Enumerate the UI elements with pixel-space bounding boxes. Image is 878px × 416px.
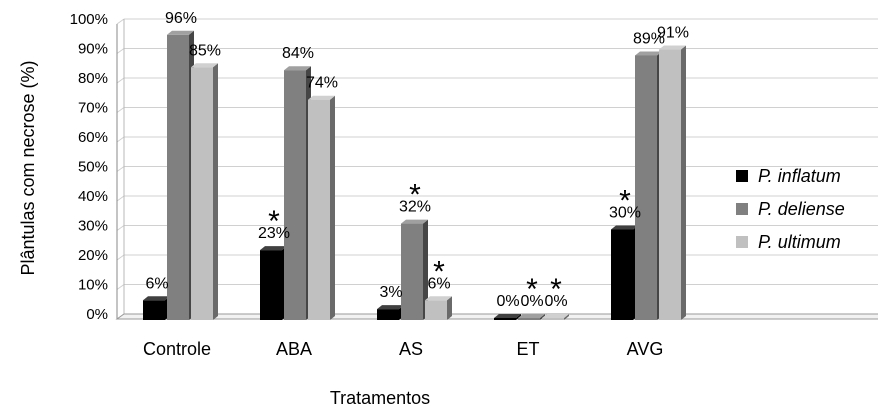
bar-top <box>191 63 218 68</box>
gridline-depth <box>116 166 125 172</box>
legend-label: P. deliense <box>758 199 845 219</box>
x-tick-label: ET <box>516 339 539 359</box>
data-label: 0% <box>520 293 543 310</box>
x-tick-label: ABA <box>276 339 312 359</box>
y-tick-label: 10% <box>78 277 108 294</box>
bar <box>401 223 423 320</box>
bar <box>284 70 306 320</box>
bar-side <box>423 219 428 320</box>
data-label: 74% <box>306 75 338 92</box>
significance-marker: * <box>619 185 631 218</box>
bar-top <box>635 51 662 56</box>
bar <box>167 34 189 321</box>
bar <box>308 99 330 320</box>
gridline-depth <box>116 48 125 54</box>
bars-layer <box>143 30 686 321</box>
bar-top <box>143 296 170 301</box>
x-tick-label: AVG <box>627 339 664 359</box>
y-axis-title: Plântulas com necrose (%) <box>18 60 38 275</box>
data-label: 23% <box>258 225 290 242</box>
significance-marker: * <box>550 273 562 306</box>
y-tick-label: 80% <box>78 70 108 87</box>
gridline-depth <box>116 284 125 290</box>
data-label: 89% <box>633 30 665 47</box>
legend-label: P. ultimum <box>758 232 841 252</box>
data-label: 30% <box>609 205 641 222</box>
bar <box>494 318 516 320</box>
data-label: 0% <box>496 293 519 310</box>
legend-swatch <box>736 170 748 182</box>
bar-side <box>516 314 521 320</box>
y-tick-label: 0% <box>86 306 108 323</box>
data-label: 0% <box>544 293 567 310</box>
bar-side <box>213 63 218 320</box>
bar-side <box>540 314 545 320</box>
y-tick-label: 40% <box>78 188 108 205</box>
bar-side <box>447 296 452 320</box>
bar-side <box>330 95 335 320</box>
y-tick-label: 100% <box>70 11 108 28</box>
bar-top <box>611 225 638 230</box>
bar-side <box>564 314 569 320</box>
data-label: 3% <box>379 284 402 301</box>
bar <box>611 229 633 320</box>
y-tick-label: 30% <box>78 218 108 235</box>
bar <box>542 318 564 320</box>
bar-top <box>542 314 569 318</box>
significance-marker: * <box>268 205 280 238</box>
bar-top <box>260 246 287 251</box>
y-tick-label: 20% <box>78 247 108 264</box>
data-label: 32% <box>399 199 431 216</box>
data-label: 91% <box>657 25 689 42</box>
data-label: 96% <box>165 10 197 27</box>
gridline-depth <box>116 107 125 113</box>
bar-top <box>659 45 686 50</box>
legend-label: P. inflatum <box>758 166 841 186</box>
data-label: 85% <box>189 42 221 59</box>
gridline-depth <box>116 18 125 25</box>
gridline-depth <box>116 254 125 261</box>
bar <box>659 49 681 321</box>
bar-top <box>167 30 194 35</box>
significance-marker: * <box>433 255 445 288</box>
bar-top <box>284 66 311 71</box>
gridline-depth <box>116 225 125 231</box>
significance-marker: * <box>409 179 421 212</box>
x-tick-label: AS <box>399 339 423 359</box>
x-tick-label: Controle <box>143 339 211 359</box>
bar <box>143 300 165 320</box>
x-axis-title: Tratamentos <box>330 388 430 408</box>
y-tick-label: 60% <box>78 129 108 146</box>
bar-top <box>425 296 452 301</box>
bar-top <box>494 314 521 318</box>
significance-marker: * <box>526 273 538 306</box>
gridline-depth <box>116 136 125 143</box>
legend-swatch <box>736 236 748 248</box>
y-tick-label: 90% <box>78 41 108 58</box>
data-label: 84% <box>282 45 314 62</box>
bar-top <box>308 95 335 100</box>
gridline-depth <box>116 77 125 84</box>
data-label: 6% <box>427 275 450 292</box>
labels-layer: 0% 10% 20% 30% 40% 50% 60% 70% 80% 90% 100% Control… <box>70 10 689 359</box>
legend: P. inflatum P. deliense P. ultimum <box>736 166 845 252</box>
bar <box>635 55 657 320</box>
legend-swatch <box>736 203 748 215</box>
bar <box>191 67 213 320</box>
gridline-depth <box>116 195 125 202</box>
bar <box>518 318 540 320</box>
bar <box>260 250 282 320</box>
bar <box>377 309 399 320</box>
bar-top <box>401 219 428 224</box>
bar <box>425 300 447 320</box>
bar-top <box>377 305 404 310</box>
bar-top <box>518 314 545 318</box>
y-tick-label: 50% <box>78 159 108 176</box>
data-label: 6% <box>145 275 168 292</box>
y-tick-label: 70% <box>78 100 108 117</box>
bar-side <box>681 45 686 321</box>
